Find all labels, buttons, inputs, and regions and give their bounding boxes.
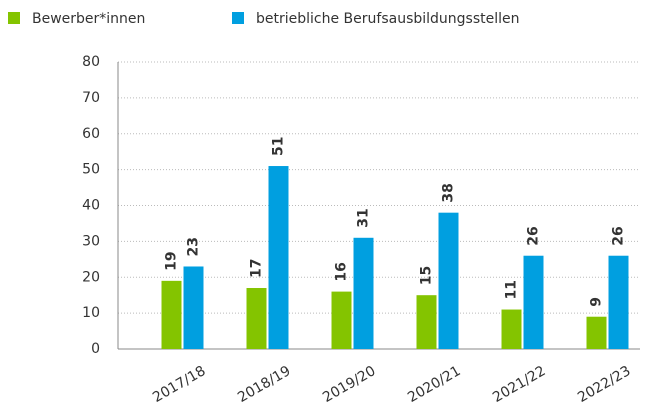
legend-swatch: [8, 12, 20, 24]
y-tick-label: 50: [82, 162, 100, 178]
bar: [161, 280, 182, 349]
y-tick-label: 80: [82, 54, 100, 70]
bar: [183, 266, 204, 349]
bar: [438, 212, 459, 349]
data-label: 23: [186, 237, 202, 256]
y-tick-label: 10: [82, 305, 100, 321]
data-label: 26: [611, 226, 627, 245]
legend-swatch: [232, 12, 244, 24]
bar: [523, 255, 544, 349]
x-tick-label: 2020/21: [405, 363, 463, 406]
y-tick-label: 20: [82, 269, 100, 285]
bar: [586, 316, 607, 349]
bar: [353, 237, 374, 349]
bar: [331, 291, 352, 349]
bar: [416, 295, 437, 349]
data-label: 15: [419, 266, 435, 285]
data-label: 26: [526, 226, 542, 245]
x-tick-label: 2021/22: [490, 363, 548, 406]
data-label: 17: [249, 259, 265, 278]
y-tick-label: 60: [82, 126, 100, 142]
bar: [501, 309, 522, 349]
y-tick-label: 30: [82, 233, 100, 249]
bar: [608, 255, 629, 349]
data-label: 31: [356, 208, 372, 227]
data-label: 51: [271, 137, 287, 156]
data-label: 19: [164, 251, 180, 270]
data-label: 9: [589, 297, 605, 307]
data-label: 11: [504, 280, 520, 299]
y-tick-label: 70: [82, 90, 100, 106]
x-tick-label: 2022/23: [575, 363, 633, 406]
data-label: 16: [334, 262, 350, 281]
y-tick-label: 40: [82, 198, 100, 214]
x-tick-label: 2019/20: [320, 363, 378, 406]
legend-label: Bewerber*innen: [32, 11, 145, 27]
x-tick-label: 2017/18: [150, 363, 208, 406]
data-label: 38: [441, 183, 457, 202]
x-tick-label: 2018/19: [235, 363, 293, 406]
y-tick-label: 0: [91, 341, 100, 357]
bar: [268, 166, 289, 349]
legend-label: betriebliche Berufsausbildungsstellen: [256, 11, 520, 27]
bar: [246, 288, 267, 349]
